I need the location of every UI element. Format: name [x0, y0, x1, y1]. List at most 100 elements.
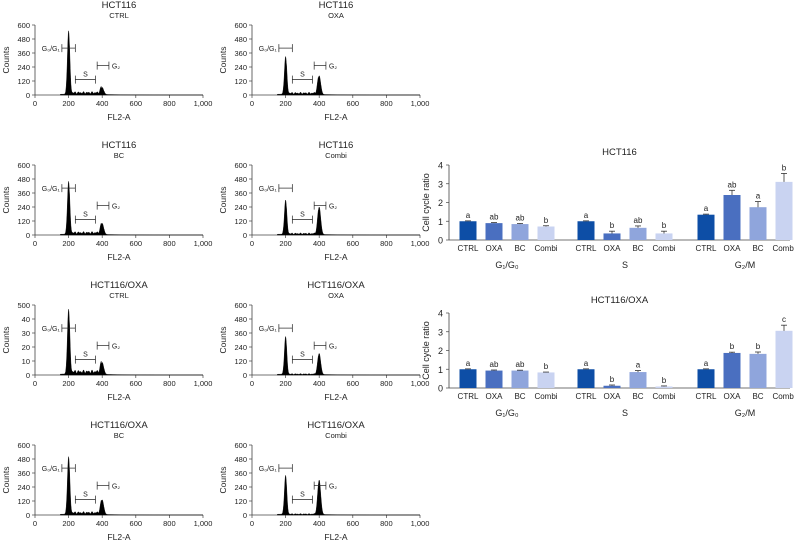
bar	[511, 224, 529, 240]
bar	[697, 214, 715, 240]
y-tick-label: 480	[234, 175, 247, 184]
bar	[697, 369, 715, 388]
gate-g2-label: G₂	[329, 484, 337, 491]
bar	[603, 233, 621, 240]
histogram-subtitle: CTRL	[109, 291, 129, 300]
y-tick-label: 240	[234, 63, 247, 72]
x-tick-label: 1,000	[194, 239, 213, 248]
y-tick-label: 30	[22, 329, 30, 338]
x-tick-label: 1,000	[194, 379, 213, 388]
x-tick-label: 600	[347, 519, 360, 528]
significance-letter: a	[636, 361, 641, 370]
category-label: BC	[632, 392, 643, 401]
y-tick-label: 600	[17, 161, 30, 170]
x-tick-label: 1,000	[411, 519, 430, 528]
histogram-area	[59, 30, 203, 96]
category-label: OXA	[486, 392, 504, 401]
x-tick-label: 0	[250, 99, 254, 108]
y-axis-label: Counts	[218, 467, 228, 494]
bar	[577, 369, 595, 388]
significance-letter: a	[584, 211, 589, 220]
gate-g2-label: G₂	[329, 64, 337, 71]
y-tick-label: 0	[438, 384, 443, 394]
x-tick-label: 400	[313, 239, 326, 248]
x-axis-label: FL2-A	[107, 112, 130, 122]
bar	[723, 195, 741, 240]
y-tick-label: 120	[17, 217, 30, 226]
y-tick-label: 240	[234, 483, 247, 492]
x-axis-label: FL2-A	[107, 392, 130, 402]
y-axis-label: Counts	[218, 327, 228, 354]
x-tick-label: 200	[279, 519, 292, 528]
category-label: CTRL	[576, 392, 597, 401]
x-tick-label: 600	[347, 99, 360, 108]
y-axis-label: Counts	[1, 187, 11, 214]
x-axis-label: FL2-A	[107, 532, 130, 542]
y-tick-label: 4	[438, 309, 443, 319]
bar	[655, 386, 673, 388]
gate-g2-label: G₂	[112, 204, 120, 211]
significance-letter: ab	[516, 214, 525, 223]
gate-s-label: S	[83, 72, 88, 79]
x-tick-label: 600	[130, 99, 143, 108]
x-tick-label: 200	[62, 239, 75, 248]
bar	[775, 181, 793, 240]
group-label: G₂/M	[735, 260, 756, 270]
significance-letter: b	[610, 375, 615, 384]
y-tick-label: 0	[26, 371, 30, 380]
x-tick-label: 800	[163, 519, 176, 528]
bar	[603, 385, 621, 388]
x-tick-label: 400	[96, 239, 109, 248]
histogram-subtitle: BC	[114, 151, 125, 160]
significance-letter: ab	[490, 360, 499, 369]
category-label: CTRL	[458, 244, 479, 253]
x-tick-label: 800	[380, 239, 393, 248]
y-tick-label: 240	[17, 483, 30, 492]
x-tick-label: 1,000	[194, 519, 213, 528]
histogram-area	[276, 56, 420, 96]
significance-letter: ab	[516, 360, 525, 369]
significance-letter: a	[756, 192, 761, 201]
bar-chart-title: HCT116/OXA	[591, 295, 649, 306]
x-axis-label: FL2-A	[324, 392, 347, 402]
x-tick-label: 800	[163, 379, 176, 388]
histogram-title: HCT116/OXA	[307, 280, 365, 291]
significance-letter: c	[782, 315, 786, 324]
category-label: Combi	[772, 244, 794, 253]
y-tick-label: 360	[234, 189, 247, 198]
significance-letter: ab	[634, 216, 643, 225]
histogram-title: HCT116	[102, 140, 137, 151]
bar	[577, 221, 595, 240]
y-tick-label: 0	[243, 371, 247, 380]
y-tick-label: 3	[438, 327, 443, 337]
histogram-title: HCT116	[319, 140, 354, 151]
x-tick-label: 200	[279, 239, 292, 248]
y-tick-label: 360	[234, 49, 247, 58]
bar	[655, 233, 673, 240]
gate-s-label: S	[300, 72, 305, 79]
bar	[749, 353, 767, 388]
gate-g0g1-label: G₀/G₁	[259, 186, 278, 193]
category-label: BC	[752, 392, 763, 401]
group-label: G₂/M	[735, 408, 756, 418]
histogram-area	[276, 475, 420, 516]
y-tick-label: 360	[17, 469, 30, 478]
y-tick-label: 480	[234, 455, 247, 464]
x-tick-label: 1,000	[194, 99, 213, 108]
y-tick-label: 2	[438, 346, 443, 356]
gate-g0g1-label: G₀/G₁	[42, 466, 61, 473]
y-tick-label: 0	[26, 511, 30, 520]
gate-g0g1-label: G₀/G₁	[259, 466, 278, 473]
x-tick-label: 800	[163, 239, 176, 248]
gate-s-label: S	[83, 492, 88, 499]
category-label: OXA	[724, 244, 742, 253]
gate-g0g1-label: G₀/G₁	[42, 186, 61, 193]
category-label: CTRL	[696, 244, 717, 253]
category-label: BC	[752, 244, 763, 253]
significance-letter: b	[662, 221, 667, 230]
x-tick-label: 400	[313, 519, 326, 528]
